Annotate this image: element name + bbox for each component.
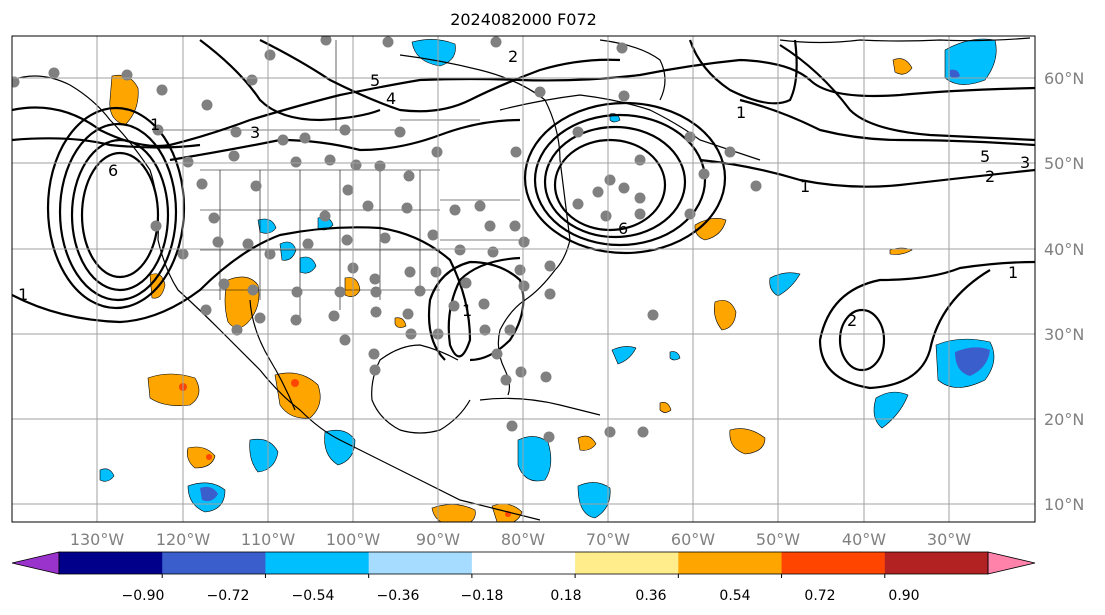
colorbar-tick-label: −0.72 (207, 588, 250, 604)
lat-label-40n: 40°N (1044, 240, 1084, 259)
anomaly-orange-blob (394, 317, 407, 328)
colorbar-tick-label: −0.90 (122, 588, 165, 604)
contour-label: 2 (985, 167, 995, 186)
contour-label: 3 (1020, 153, 1030, 172)
anomaly-red-core (206, 454, 212, 460)
contour-label: 1 (462, 301, 472, 320)
lat-label-60n: 60°N (1044, 69, 1084, 88)
lon-label-100w: 100°W (326, 530, 381, 549)
anomaly-orange-blob (714, 300, 737, 331)
lat-label-20n: 20°N (1044, 410, 1084, 429)
colorbar-tick-label: 0.90 (888, 588, 919, 604)
anomaly-darkblue-core (950, 69, 960, 78)
colorbar-segment (59, 552, 163, 574)
colorbar-extend-max (987, 551, 1036, 575)
lat-label-30n: 30°N (1044, 325, 1084, 344)
lon-label-90w: 90°W (416, 530, 460, 549)
contour-label: 2 (508, 47, 518, 66)
map-title: 2024082000 F072 (450, 10, 597, 29)
lat-label-10n: 10°N (1044, 495, 1084, 514)
colorbar-segment (162, 552, 266, 574)
anomaly-darkblue-core (955, 347, 990, 376)
anomaly-blue-blob (257, 218, 277, 234)
contour-label: 6 (618, 219, 628, 238)
anomaly-blue-blob (669, 351, 681, 361)
lon-label-120w: 120°W (156, 530, 211, 549)
contour-label: 3 (250, 123, 260, 142)
colorbar-tick-label: 0.54 (719, 588, 750, 604)
contour-label: 1 (18, 285, 28, 304)
anomaly-blue-blob (577, 482, 611, 519)
colorbar-segment (781, 552, 886, 574)
colorbar-tick-label: −0.36 (377, 588, 420, 604)
contour-label: 4 (386, 89, 396, 108)
colorbar-tick-label: 0.72 (804, 588, 835, 604)
lon-label-110w: 110°W (241, 530, 296, 549)
lon-label-30w: 30°W (927, 530, 971, 549)
lon-label-60w: 60°W (671, 530, 715, 549)
anomaly-orange-blob (577, 435, 597, 451)
anomaly-blue-blob (99, 468, 115, 482)
station-dots (12, 36, 762, 443)
anomaly-orange-blob (729, 428, 766, 455)
anomaly-orange-blob (892, 58, 913, 75)
anomaly-darkblue-core (200, 486, 218, 502)
colorbar-segment (265, 552, 370, 574)
colorbar-segment (368, 552, 473, 574)
contour-label: 1 (800, 177, 810, 196)
anomaly-blue-blob (299, 256, 317, 274)
colorbar-tick-label: −0.54 (292, 588, 335, 604)
colorbar-segment (884, 552, 989, 574)
plot-frame (11, 35, 1036, 523)
contour-label: 1 (1008, 263, 1018, 282)
anomaly-blue-blob (611, 346, 637, 365)
colorbar-tick-label: 0.18 (550, 588, 581, 604)
contour-label: 2 (847, 311, 857, 330)
contour-lines (12, 39, 1035, 390)
anomaly-orange-blob (889, 247, 913, 255)
colorbar-tick-label: 0.36 (635, 588, 666, 604)
colorbar-segment (678, 552, 783, 574)
anomaly-orange-blob (274, 372, 321, 419)
anomaly-orange-blob (147, 373, 200, 406)
anomaly-blue-blob (769, 272, 801, 297)
graticule (12, 36, 1035, 522)
colorbar-tick-label: −0.18 (461, 588, 504, 604)
anomaly-blue-blob (517, 436, 552, 482)
anomaly-blue-blob (249, 438, 279, 473)
contour-label: 5 (980, 147, 990, 166)
lon-label-50w: 50°W (756, 530, 800, 549)
lon-label-130w: 130°W (70, 530, 125, 549)
lon-label-40w: 40°W (842, 530, 886, 549)
anomaly-red-core (291, 379, 299, 387)
state-borders (160, 40, 530, 320)
anomaly-orange-blob (187, 446, 216, 469)
colorbar-segment (575, 552, 679, 574)
lon-label-70w: 70°W (586, 530, 630, 549)
lat-label-50n: 50°N (1044, 154, 1084, 173)
contour-labels: 1 1 1 1 1 2 2 3 3 4 5 5 6 6 1 2 (18, 47, 1030, 330)
contour-label: 5 (370, 71, 380, 90)
colorbar-extend-min (11, 551, 60, 575)
contour-label: 1 (736, 103, 746, 122)
contour-label: 6 (108, 161, 118, 180)
anomaly-orange-blob (659, 402, 672, 413)
lon-label-80w: 80°W (501, 530, 545, 549)
latitude-labels: 60°N 50°N 40°N 30°N 20°N 10°N (1044, 69, 1084, 514)
colorbar-labels: −0.90 −0.72 −0.54 −0.36 −0.18 0.18 0.36 … (122, 588, 920, 604)
contour-label: 1 (150, 115, 160, 134)
colorbar-segment (471, 552, 576, 574)
longitude-labels: 130°W 120°W 110°W 100°W 90°W 80°W 70°W 6… (70, 530, 971, 549)
colorbar (11, 551, 1036, 578)
anomaly-blue-blob (324, 429, 356, 466)
colorbar-frame (58, 551, 989, 575)
